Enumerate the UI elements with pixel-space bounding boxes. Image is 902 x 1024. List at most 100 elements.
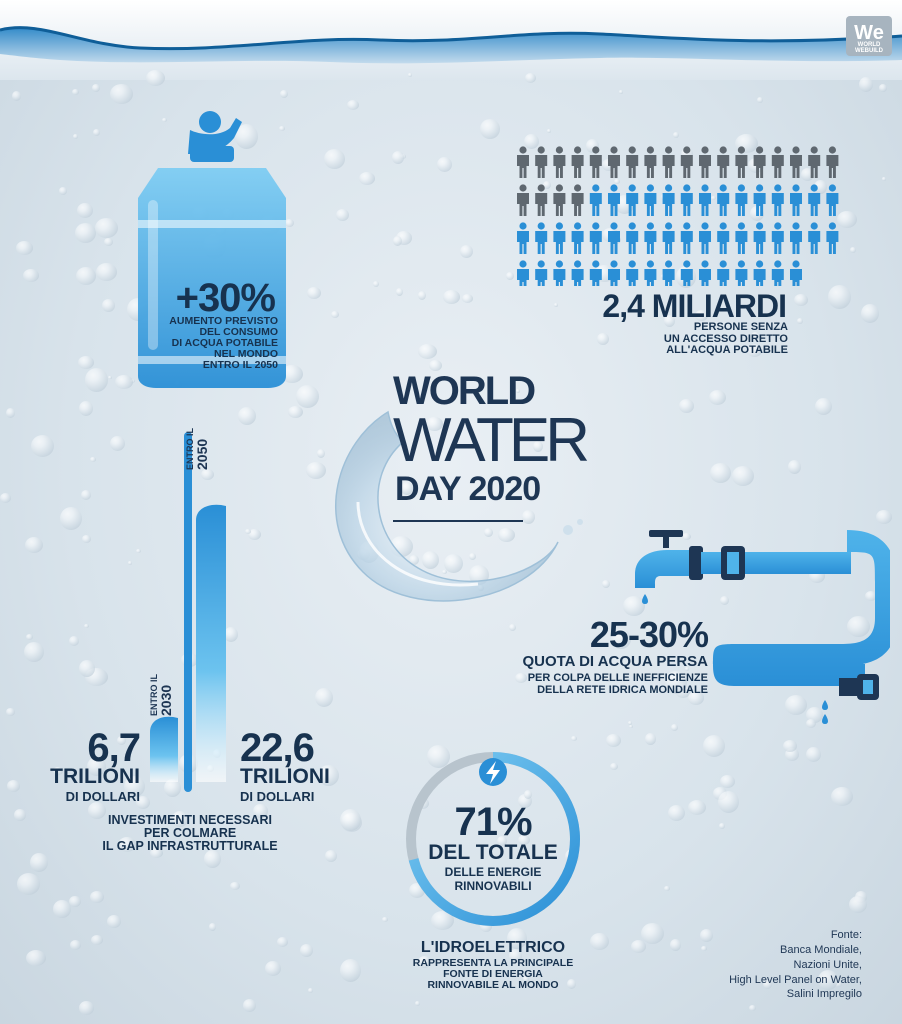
water-droplet: [859, 77, 873, 92]
person-icon-blue: [553, 260, 566, 286]
water-droplet: [107, 915, 121, 928]
person-icon-blue: [680, 184, 693, 216]
water-droplet: [6, 708, 15, 716]
water-droplet: [117, 736, 126, 745]
water-droplet: [136, 549, 141, 553]
water-droplet: [806, 747, 821, 762]
water-droplet: [104, 238, 113, 246]
water-droplet: [606, 734, 621, 747]
water-droplet: [606, 678, 610, 682]
person-icon-grey: [626, 146, 639, 178]
water-droplet: [747, 344, 762, 357]
person-icon-blue: [553, 222, 566, 254]
water-droplet: [443, 290, 460, 304]
water-droplet: [280, 90, 288, 98]
person-icon-grey: [571, 146, 584, 178]
water-droplet: [429, 360, 442, 371]
water-droplet: [732, 466, 754, 486]
water-splash-icon: [335, 410, 583, 602]
water-droplet: [543, 181, 551, 189]
person-icon-blue: [608, 260, 620, 286]
person-icon-grey: [535, 184, 548, 216]
hydro-line2: DELLE ENERGIE: [444, 865, 542, 879]
water-droplet: [522, 510, 535, 524]
consumption-caption: AUMENTO PREVISTO DEL CONSUMO DI ACQUA PO…: [169, 315, 278, 372]
water-droplet: [243, 999, 256, 1012]
person-icon-blue: [680, 222, 693, 254]
water-droplet: [847, 616, 870, 637]
hydro-line3: RINNOVABILI: [454, 879, 532, 893]
water-droplet: [78, 356, 94, 369]
person-icon-grey: [517, 146, 529, 178]
water-droplet: [700, 929, 713, 942]
water-droplet: [533, 441, 543, 452]
water-droplet: [749, 1005, 756, 1011]
water-droplet: [788, 460, 801, 474]
water-droplet: [88, 802, 106, 819]
person-icon-blue: [571, 222, 584, 254]
water-droplet: [248, 529, 261, 540]
water-droplet: [76, 267, 96, 285]
person-icon-blue: [771, 222, 784, 254]
person-icon-blue: [717, 260, 730, 286]
water-droplet: [506, 272, 514, 280]
person-icon-grey: [553, 184, 566, 216]
water-droplet: [418, 291, 426, 300]
water-droplet: [422, 551, 439, 569]
water-droplet: [688, 691, 704, 705]
water-droplet: [597, 333, 609, 345]
water-droplet: [96, 263, 117, 281]
water-droplet: [73, 134, 78, 139]
ring-share-arc: [408, 752, 580, 926]
water-droplet: [79, 401, 93, 416]
lightning-icon: [486, 761, 500, 784]
water-droplet: [590, 933, 609, 950]
water-droplet: [831, 787, 853, 806]
water-droplet: [277, 937, 288, 947]
water-droplet: [253, 804, 268, 818]
water-droplet: [238, 407, 256, 425]
water-droplet: [614, 179, 620, 184]
water-surface: [0, 0, 902, 80]
person-icon-grey: [644, 146, 657, 178]
water-droplet: [26, 634, 33, 640]
water-droplet: [84, 624, 89, 628]
people-value: 2,4 MILIARDI: [602, 288, 787, 324]
water-droplet: [706, 325, 712, 330]
water-droplet: [75, 223, 96, 243]
water-droplet: [77, 203, 93, 218]
water-droplet: [265, 961, 281, 976]
water-droplet: [30, 853, 48, 872]
investment-bars: [150, 432, 226, 792]
person-icon-grey: [553, 146, 566, 178]
water-droplet: [507, 928, 527, 949]
water-droplet: [79, 1001, 94, 1015]
water-droplet: [91, 935, 103, 945]
water-droplet: [373, 281, 379, 287]
water-droplet: [306, 462, 326, 479]
water-droplet: [308, 988, 313, 993]
water-droplet: [317, 449, 325, 458]
water-droplet: [69, 636, 79, 646]
water-droplet: [623, 596, 645, 616]
water-droplet: [668, 805, 685, 821]
water-droplet: [115, 375, 133, 389]
person-icon-blue: [662, 184, 675, 216]
water-droplet: [797, 318, 803, 324]
person-icon-grey: [808, 146, 821, 178]
person-icon-grey: [517, 184, 529, 216]
person-icon-blue: [699, 260, 711, 286]
water-droplet: [427, 745, 450, 768]
water-droplet: [719, 823, 725, 829]
person-icon-grey: [717, 146, 730, 178]
person-icon-blue: [644, 184, 657, 216]
water-droplet: [664, 315, 675, 327]
person-icon-blue: [626, 260, 639, 286]
water-droplet: [469, 553, 476, 560]
person-icon-blue: [662, 222, 675, 254]
water-droplet: [340, 959, 361, 982]
water-droplet: [146, 70, 165, 86]
loss-headline: QUOTA DI ACQUA PERSA: [522, 653, 708, 670]
investment-left-value: 6,7: [87, 726, 141, 770]
we-logo: We WORLD WEBUILD: [846, 16, 892, 56]
